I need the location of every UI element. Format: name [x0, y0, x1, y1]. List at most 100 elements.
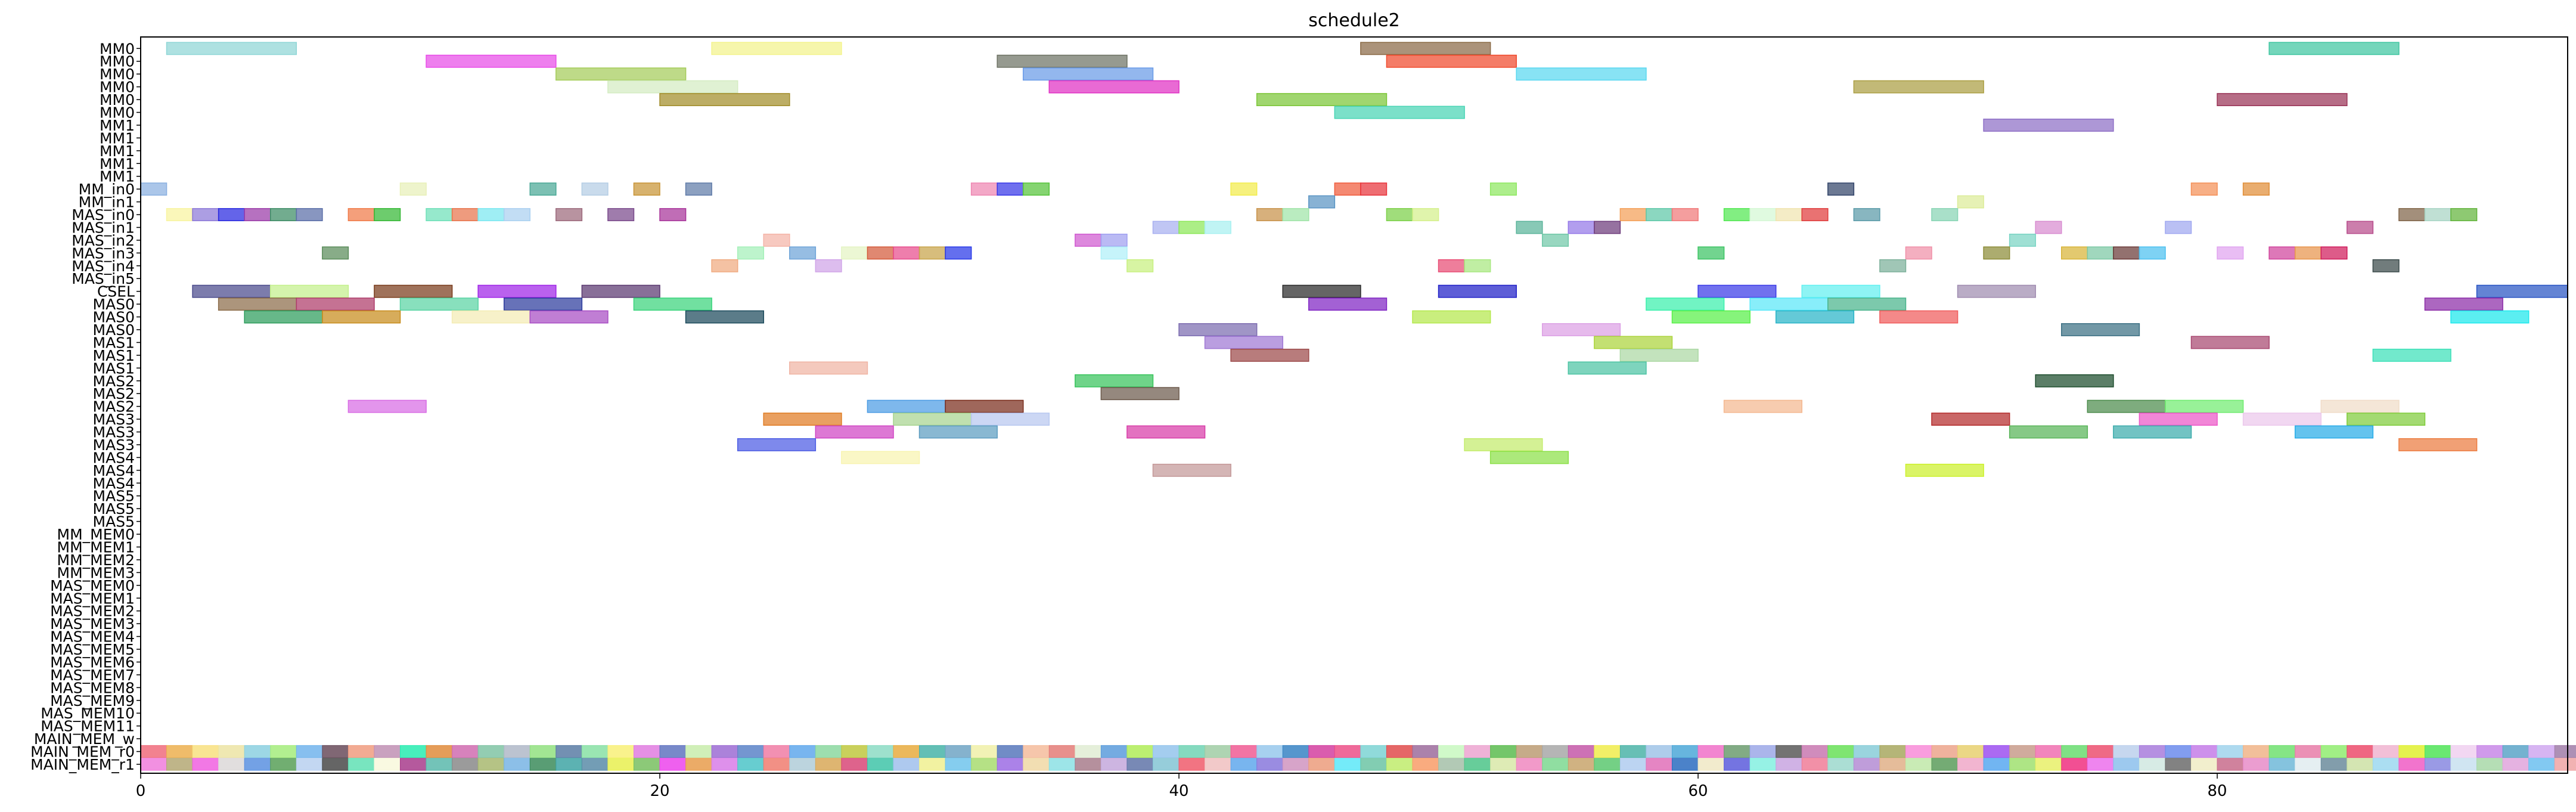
mem-r0-bar [1671, 745, 1699, 758]
mem-r1-bar [2113, 758, 2140, 771]
mem-r1-bar [1646, 758, 1672, 771]
mem-r0-bar [2320, 745, 2348, 758]
mem-r1-bar [919, 758, 946, 771]
task-bar [1879, 310, 1959, 324]
task-bar [1489, 182, 1517, 196]
mem-r0-bar [1048, 745, 1076, 758]
task-bar [1308, 195, 1336, 209]
y-tick-label: MAS_in4 [72, 258, 135, 275]
mem-r0-bar [1152, 745, 1180, 758]
mem-r1-bar [477, 758, 505, 771]
mem-r0-bar [1412, 745, 1439, 758]
y-tick-label: MAS_in3 [72, 244, 135, 262]
mem-r0-bar [2502, 745, 2530, 758]
task-bar [1256, 208, 1283, 221]
y-tick-label: CSEL [97, 283, 135, 300]
y-tick-label: MAS_MEM2 [50, 603, 135, 620]
y-tick-labels: MM0MM0MM0MM0MM0MM0MM1MM1MM1MM1MM1MM_in0M… [30, 40, 141, 773]
task-bar [2139, 246, 2166, 260]
y-tick-label: MM_in1 [79, 194, 135, 211]
task-bar [1464, 438, 1543, 451]
mem-r1-bar [555, 758, 582, 771]
y-tick-label: MAS_MEM5 [50, 641, 135, 658]
mem-r1-bar [1205, 758, 1231, 771]
mem-r1-bar [452, 758, 479, 771]
task-bar [2268, 42, 2400, 55]
task-bar [140, 182, 167, 196]
task-bar [2398, 208, 2426, 221]
y-tick-label: MM0 [100, 40, 135, 57]
y-tick-label: MAS_MEM1 [50, 590, 135, 607]
task-bar [1126, 425, 1206, 439]
task-bar [503, 297, 583, 311]
task-bar [2087, 246, 2114, 260]
mem-r1-bar [1879, 758, 1906, 771]
task-bar [1204, 221, 1231, 234]
task-bar [477, 208, 505, 221]
task-bar [997, 54, 1128, 68]
y-tick-label: MAS5 [93, 488, 135, 505]
task-bar [322, 246, 349, 260]
task-bar [2009, 233, 2036, 247]
task-bar [2217, 246, 2244, 260]
y-tick-label: MAS_in1 [72, 219, 135, 236]
mem-r0-bar [1594, 745, 1621, 758]
mem-r1-bar [2502, 758, 2530, 771]
mem-r1-bar [815, 758, 842, 771]
task-bar [1438, 284, 1517, 298]
y-tick-label: MAS2 [93, 373, 135, 390]
task-bar [1282, 208, 1309, 221]
task-bar [399, 182, 427, 196]
task-bar [1100, 246, 1128, 260]
mem-r0-bar [1749, 745, 1777, 758]
mem-r1-bar [1983, 758, 2010, 771]
task-bar [893, 413, 972, 426]
mem-r0-bar [1464, 745, 1491, 758]
mem-r1-bar [2295, 758, 2321, 771]
task-bar [2061, 323, 2140, 336]
task-bar [685, 310, 764, 324]
y-tick-label: MAS_in2 [72, 232, 135, 249]
task-bar [945, 399, 1024, 413]
mem-r1-bar [1724, 758, 1751, 771]
mem-r0-bar [2295, 745, 2321, 758]
mem-r0-bar [2450, 745, 2478, 758]
mem-r1-bar [2320, 758, 2348, 771]
task-bar [1178, 221, 1206, 234]
mem-r0-bar [296, 745, 323, 758]
y-tick-label: MM0 [100, 91, 135, 109]
mem-r0-bar [1360, 745, 1387, 758]
mem-r0-bar [1957, 745, 1984, 758]
mem-r1-bar [2061, 758, 2088, 771]
mem-r0-bar [322, 745, 349, 758]
task-bar [1568, 221, 1595, 234]
task-bar [2424, 297, 2503, 311]
task-bar [1075, 233, 1102, 247]
y-tick-label: MM1 [100, 117, 135, 134]
mem-r0-bar [945, 745, 972, 758]
mem-r1-bar [400, 758, 427, 771]
mem-r0-bar [1205, 745, 1231, 758]
task-bar [2450, 208, 2478, 221]
task-bar [1801, 284, 1880, 298]
mem-r1-bar [1308, 758, 1335, 771]
mem-r0-bar [192, 745, 219, 758]
mem-r0-bar [997, 745, 1024, 758]
task-bar [1282, 284, 1361, 298]
y-tick-label: MAS_MEM10 [41, 705, 135, 722]
task-bar [1464, 259, 1491, 272]
y-tick-label: MAS_MEM7 [50, 667, 135, 684]
task-bar [737, 438, 817, 451]
task-bar [374, 284, 453, 298]
task-bar [633, 182, 660, 196]
mem-r0-bar [1879, 745, 1906, 758]
mem-r1-bar [1360, 758, 1387, 771]
y-tick-label: MAS_MEM3 [50, 615, 135, 633]
task-bar [841, 451, 920, 464]
mem-r1-bar [2528, 758, 2555, 771]
mem-r1-bar [867, 758, 894, 771]
task-bar [997, 182, 1024, 196]
task-bar [1075, 374, 1154, 388]
y-tick-label: MAS5 [93, 500, 135, 517]
task-bar [1619, 348, 1699, 362]
